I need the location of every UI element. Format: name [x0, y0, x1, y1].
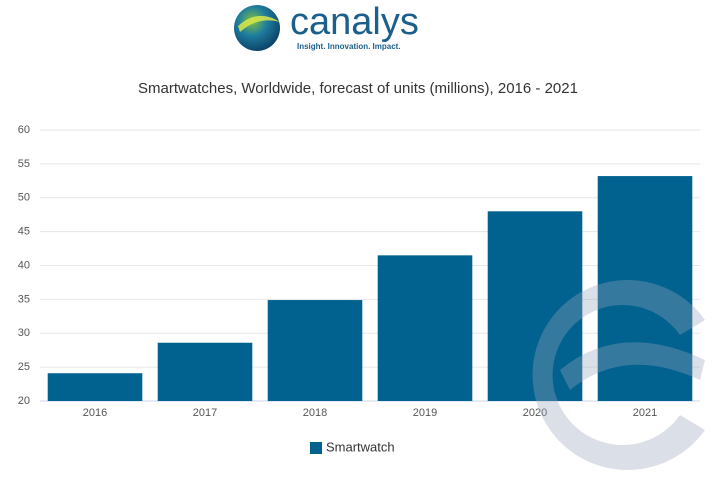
bar — [267, 300, 363, 401]
legend-label: Smartwatch — [326, 439, 395, 454]
watermark — [532, 280, 705, 470]
x-tick-label: 2019 — [413, 407, 437, 419]
bar — [377, 255, 473, 401]
plot: 20 25 30 35 40 45 50 55 60 2016 2017 2018 2019 2020 20… — [18, 124, 700, 454]
bar — [487, 211, 583, 401]
chart-title: Smartwatches, Worldwide, forecast of uni… — [138, 80, 578, 97]
watermark-swoosh — [560, 342, 705, 390]
legend-swatch — [310, 442, 322, 454]
y-tick-label: 60 — [18, 124, 30, 136]
bar — [597, 176, 693, 401]
bar — [47, 373, 143, 401]
y-tick-label: 40 — [18, 259, 30, 271]
logo-swoosh — [238, 15, 280, 32]
y-tick-label: 45 — [18, 226, 30, 238]
x-tick-label: 2016 — [83, 407, 107, 419]
x-tick-label: 2020 — [523, 407, 547, 419]
logo-name: canalys — [290, 1, 419, 43]
y-tick-label: 55 — [18, 158, 30, 170]
bar — [157, 342, 253, 401]
y-tick-label: 30 — [18, 327, 30, 339]
x-tick-label: 2018 — [303, 407, 327, 419]
x-tick-label: 2021 — [633, 407, 657, 419]
y-tick-label: 50 — [18, 192, 30, 204]
logo-globe — [234, 5, 280, 51]
x-tick-label: 2017 — [193, 407, 217, 419]
y-tick-label: 35 — [18, 293, 30, 305]
logo-tagline: Insight. Innovation. Impact. — [297, 42, 401, 51]
logo: canalys Insight. Innovation. Impact. — [234, 1, 419, 51]
y-tick-label: 25 — [18, 361, 30, 373]
y-tick-label: 20 — [18, 395, 30, 407]
